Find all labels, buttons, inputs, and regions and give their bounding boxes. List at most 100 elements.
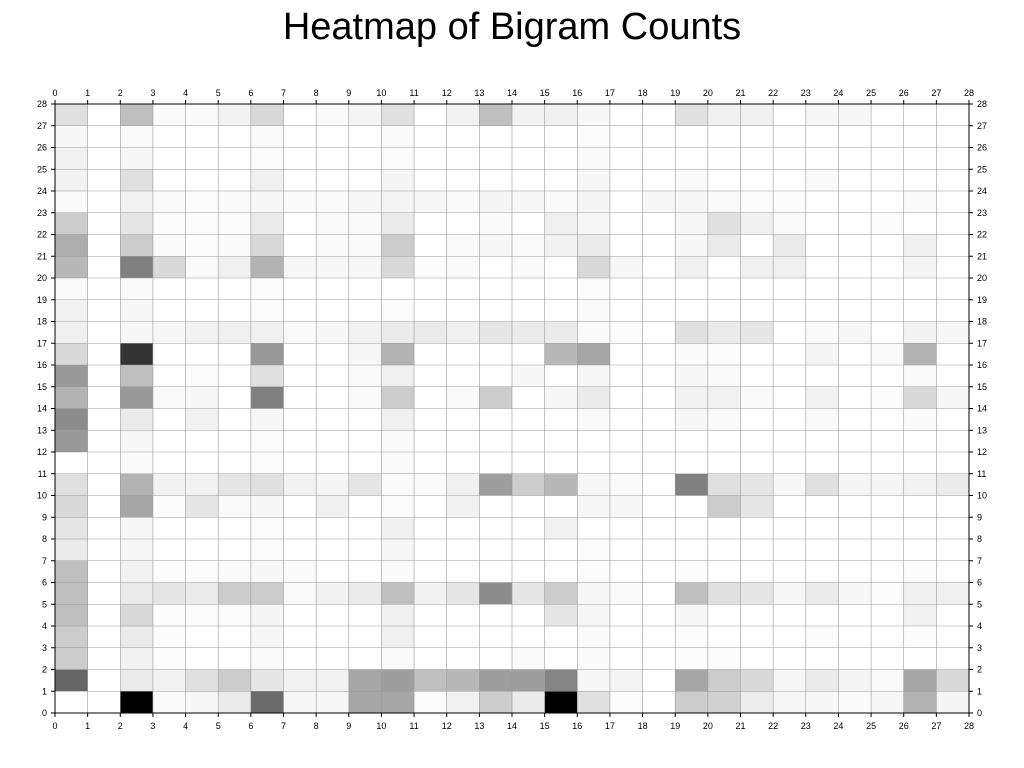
heatmap-cell bbox=[773, 409, 806, 431]
heatmap-cell bbox=[218, 582, 251, 605]
heatmap-cell bbox=[838, 191, 871, 213]
heatmap-cell bbox=[904, 496, 937, 518]
heatmap-cell bbox=[479, 148, 512, 170]
heatmap-cell bbox=[610, 604, 643, 626]
heatmap-cell bbox=[447, 343, 480, 365]
heatmap-cell bbox=[675, 212, 708, 235]
x-tick-label-bottom: 10 bbox=[376, 721, 386, 731]
heatmap-cell bbox=[871, 669, 904, 692]
heatmap-cell bbox=[479, 386, 512, 409]
heatmap-cell bbox=[577, 430, 610, 452]
heatmap-cell bbox=[316, 387, 349, 409]
heatmap-cell bbox=[185, 321, 219, 344]
heatmap-cell bbox=[643, 583, 676, 605]
heatmap-cell bbox=[88, 561, 121, 583]
y-tick-label-right: 0 bbox=[977, 708, 982, 718]
heatmap-cell bbox=[610, 235, 643, 257]
heatmap-cell bbox=[446, 669, 480, 692]
heatmap-cell bbox=[88, 452, 121, 474]
heatmap-cell bbox=[512, 148, 545, 170]
heatmap-cell bbox=[871, 539, 904, 561]
heatmap-cell bbox=[381, 408, 415, 431]
heatmap-cell bbox=[903, 691, 937, 713]
heatmap-cell bbox=[185, 256, 219, 278]
heatmap-cell bbox=[447, 430, 480, 452]
heatmap-cell bbox=[284, 387, 317, 409]
y-tick-label-left: 4 bbox=[42, 621, 47, 631]
y-tick-label-right: 26 bbox=[977, 143, 987, 153]
heatmap-cell bbox=[544, 191, 578, 213]
heatmap-cell bbox=[545, 300, 578, 322]
heatmap-cell bbox=[88, 126, 121, 148]
heatmap-cell bbox=[773, 604, 806, 626]
heatmap-cell bbox=[381, 626, 415, 648]
heatmap-cell bbox=[414, 539, 447, 561]
heatmap-cell bbox=[577, 299, 610, 322]
heatmap-cell bbox=[186, 343, 219, 365]
heatmap-cell bbox=[773, 104, 806, 126]
heatmap-cell bbox=[512, 343, 545, 365]
heatmap-cell bbox=[447, 409, 480, 431]
y-tick-label-right: 18 bbox=[977, 317, 987, 327]
heatmap-cell bbox=[479, 365, 512, 387]
heatmap-cell bbox=[936, 691, 969, 713]
heatmap-cell bbox=[741, 365, 774, 387]
heatmap-cell bbox=[120, 430, 153, 452]
heatmap-cell bbox=[545, 365, 578, 387]
x-tick-label-bottom: 9 bbox=[346, 721, 351, 731]
heatmap-cell bbox=[218, 473, 251, 496]
heatmap-cell bbox=[708, 169, 741, 191]
heatmap-cell bbox=[806, 235, 839, 257]
axis-ticks bbox=[51, 100, 973, 717]
heatmap-cell bbox=[643, 387, 676, 409]
heatmap-cell bbox=[936, 517, 969, 539]
heatmap-cell bbox=[55, 560, 88, 583]
y-tick-label-right: 9 bbox=[977, 512, 982, 522]
heatmap-cell bbox=[740, 256, 774, 278]
heatmap-cell bbox=[316, 104, 349, 126]
heatmap-cell bbox=[805, 691, 839, 713]
heatmap-cell bbox=[447, 539, 480, 561]
heatmap-cell bbox=[545, 648, 578, 670]
heatmap-cell bbox=[152, 582, 186, 605]
heatmap-cell bbox=[707, 191, 741, 213]
heatmap-cell bbox=[120, 626, 153, 648]
heatmap-cell bbox=[512, 496, 545, 518]
heatmap-cell bbox=[708, 430, 741, 452]
heatmap-cell bbox=[55, 125, 88, 148]
heatmap-cell bbox=[643, 104, 676, 126]
heatmap-cell bbox=[479, 604, 512, 626]
heatmap-cell bbox=[88, 213, 121, 235]
heatmap-cell bbox=[218, 148, 251, 170]
heatmap-cell bbox=[512, 387, 545, 409]
heatmap-cell bbox=[936, 386, 969, 409]
x-tick-label-top: 12 bbox=[442, 88, 452, 98]
heatmap-cell bbox=[838, 256, 871, 278]
heatmap-cell bbox=[218, 104, 251, 126]
heatmap-cell bbox=[643, 278, 676, 300]
heatmap-cell bbox=[185, 604, 219, 626]
heatmap-cell bbox=[806, 452, 839, 474]
y-tick-label-right: 21 bbox=[977, 251, 987, 261]
heatmap-cell bbox=[512, 561, 545, 583]
heatmap-cell bbox=[120, 517, 153, 539]
x-tick-label-top: 2 bbox=[118, 88, 123, 98]
heatmap-cell bbox=[675, 582, 708, 605]
heatmap-cell bbox=[903, 234, 937, 257]
heatmap-cell bbox=[348, 212, 382, 235]
heatmap-cell bbox=[871, 517, 904, 539]
heatmap-cell bbox=[871, 473, 904, 496]
y-tick-label-right: 25 bbox=[977, 164, 987, 174]
heatmap-cell bbox=[643, 474, 676, 496]
heatmap-cell bbox=[610, 169, 643, 191]
heatmap-cell bbox=[708, 256, 741, 278]
heatmap-cell bbox=[55, 365, 88, 387]
heatmap-cell bbox=[381, 386, 415, 409]
heatmap-cell bbox=[446, 473, 480, 496]
heatmap-cell bbox=[741, 126, 774, 148]
heatmap-cell bbox=[381, 647, 415, 670]
heatmap-cell bbox=[707, 473, 741, 496]
heatmap-cell bbox=[250, 104, 284, 126]
heatmap-cell bbox=[381, 691, 415, 713]
x-tick-label-bottom: 25 bbox=[866, 721, 876, 731]
